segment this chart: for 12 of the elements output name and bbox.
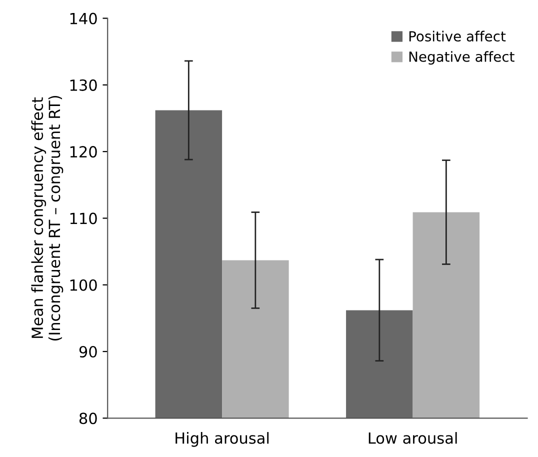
x-tick-label: Low arousal (368, 432, 457, 444)
y-tick-label: 130 (70, 79, 97, 91)
legend-label: Negative affect (409, 51, 514, 65)
y-tick-label: 80 (79, 412, 97, 424)
x-tick-label: High arousal (176, 432, 269, 447)
y-tick-label: 140 (70, 12, 97, 24)
y-tick-label: 120 (70, 146, 97, 158)
y-tick-label: 90 (79, 346, 97, 358)
y-tick-label: 100 (70, 279, 97, 291)
y-axis-title: Mean flanker congruency effect (Incongruent RT – congruent RT) (31, 96, 64, 340)
y-tick-label: 110 (70, 212, 97, 224)
legend-label: Positive affect (409, 30, 506, 42)
